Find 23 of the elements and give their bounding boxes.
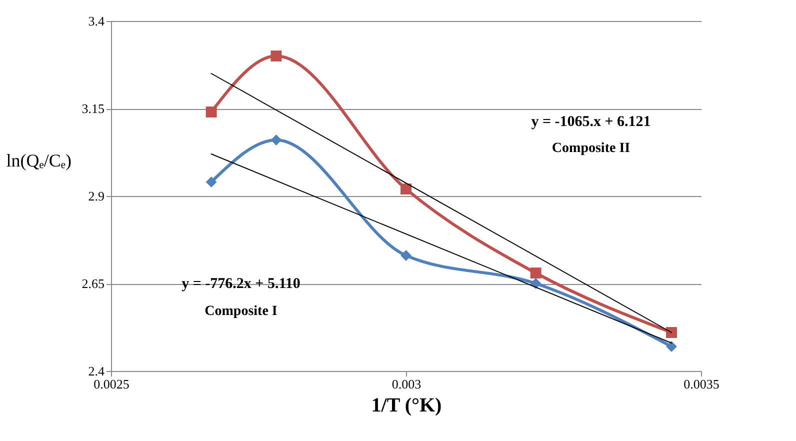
point <box>270 50 282 62</box>
point <box>530 268 542 278</box>
annotation: y = -1065.x + 6.121 <box>531 114 651 130</box>
x-tick-label: 0.003 <box>392 376 422 392</box>
y-tick-label: 3.15 <box>82 101 104 116</box>
y-tick-label: 2.65 <box>82 276 104 291</box>
x-tick-label: 0.0035 <box>684 376 720 392</box>
point <box>206 176 217 188</box>
point <box>270 134 282 146</box>
y-axis-title: ln(Qₑ/Cₑ) <box>6 150 72 170</box>
annotation: y = -776.2x + 5.110 <box>182 276 300 292</box>
annotation: Composite II <box>552 141 630 156</box>
point <box>206 106 217 118</box>
y-tick-label: 2.9 <box>88 188 104 204</box>
x-axis-title: 1/T (°K) <box>371 394 442 416</box>
point <box>530 278 542 289</box>
annotation: Composite I <box>204 304 278 319</box>
x-tick-label: 0.0025 <box>94 376 130 392</box>
y-tick-label: 2.4 <box>88 364 105 378</box>
point <box>666 327 677 338</box>
point <box>400 184 412 194</box>
point <box>400 250 412 261</box>
y-tick-label: 3.4 <box>88 14 105 28</box>
